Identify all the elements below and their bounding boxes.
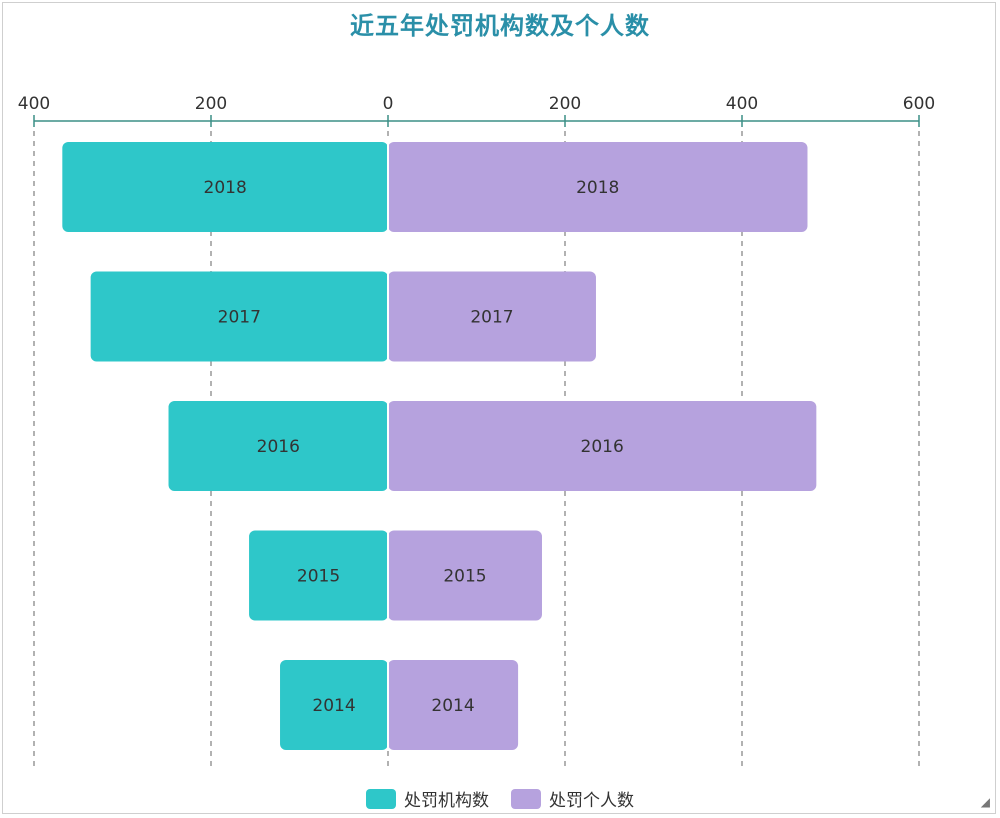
legend-swatch-individuals [511, 788, 541, 809]
bar-individuals-2014 [388, 660, 519, 750]
resize-handle-icon[interactable]: ◢ [980, 795, 990, 809]
bar-label-institutions-2017: 2017 [218, 308, 261, 328]
axis-tick-label: 200 [549, 94, 581, 114]
axis-tick-label: 200 [195, 94, 227, 114]
bar-label-institutions-2018: 2018 [204, 178, 247, 198]
axis-tick-label: 0 [383, 94, 394, 114]
bar-label-individuals-2015: 2015 [443, 567, 486, 587]
legend-item-individuals[interactable]: 处罚个人数 [511, 786, 634, 811]
chart-legend: 处罚机构数 处罚个人数 [0, 786, 1000, 811]
bar-individuals-2015 [388, 530, 542, 621]
bar-label-individuals-2018: 2018 [576, 178, 619, 198]
bar-label-individuals-2017: 2017 [470, 308, 513, 328]
bar-label-individuals-2014: 2014 [431, 696, 474, 716]
bar-individuals-2016 [388, 401, 817, 491]
bar-label-individuals-2016: 2016 [581, 437, 624, 457]
legend-item-institutions[interactable]: 处罚机构数 [366, 786, 489, 811]
axis-tick-label: 400 [18, 94, 50, 114]
axis-tick-label: 600 [903, 94, 935, 114]
bar-institutions-2015 [249, 530, 388, 621]
bar-label-institutions-2016: 2016 [257, 437, 300, 457]
bar-individuals-2017 [388, 271, 596, 362]
bar-institutions-2018 [62, 142, 388, 232]
legend-label-institutions: 处罚机构数 [404, 791, 489, 811]
bar-institutions-2017 [90, 271, 388, 362]
bar-institutions-2014 [280, 660, 388, 750]
bar-institutions-2016 [168, 401, 388, 491]
bar-label-institutions-2015: 2015 [297, 567, 340, 587]
bar-individuals-2018 [388, 142, 808, 232]
bar-label-institutions-2014: 2014 [312, 696, 355, 716]
axis-tick-label: 400 [726, 94, 758, 114]
chart-title: 近五年处罚机构数及个人数 [350, 12, 650, 40]
legend-label-individuals: 处罚个人数 [549, 791, 634, 811]
legend-swatch-institutions [366, 788, 396, 809]
